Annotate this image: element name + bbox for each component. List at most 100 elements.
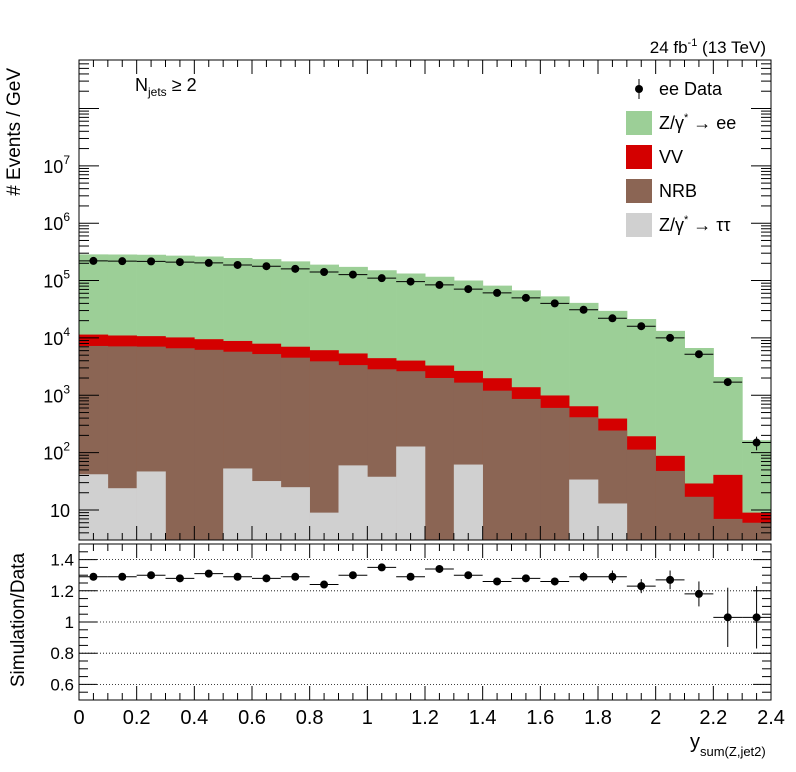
x-tick-label-9: 1.8	[584, 707, 612, 729]
data-point-14	[493, 288, 502, 297]
data-point-19	[637, 322, 646, 331]
ratio-y-axis: 0.6 0.8 1 1.2 1.4	[50, 543, 771, 701]
data-point-20	[666, 333, 675, 342]
data-point-6	[262, 262, 271, 271]
data-point-8	[320, 268, 329, 277]
ratio-point-5	[233, 572, 242, 581]
ratio-y-axis-title: Simulation/Data	[8, 553, 29, 688]
stack-outline	[79, 254, 771, 442]
bar-nrb-15	[511, 398, 541, 540]
ratio-points	[79, 563, 771, 649]
main-x-ticks	[78, 60, 772, 540]
ratio-point-13	[464, 571, 473, 580]
ratio-point-9	[348, 571, 357, 580]
bar-nrb-21	[684, 496, 714, 540]
ratio-point-7	[291, 572, 300, 581]
data-point-9	[348, 270, 357, 279]
bar-ztt-6	[252, 481, 282, 540]
data-point-13	[464, 285, 473, 294]
ratio-point-14	[493, 577, 502, 586]
category-label: Njets ≥ 2	[135, 75, 197, 99]
data-points	[79, 256, 771, 451]
data-point-23	[752, 438, 761, 447]
data-point-3	[175, 258, 184, 267]
bar-ztt-11	[396, 446, 426, 540]
ratio-point-6	[262, 574, 271, 583]
data-point-0	[89, 256, 98, 265]
ratio-y-tick-label-4: 1.4	[50, 551, 74, 570]
data-point-22	[723, 378, 732, 387]
bar-ztt-2	[136, 471, 166, 540]
bar-ztt-1	[107, 488, 137, 540]
ratio-point-16	[550, 577, 559, 586]
ratio-point-0	[89, 572, 98, 581]
data-point-1	[118, 257, 127, 266]
ratio-point-18	[608, 572, 617, 581]
ratio-point-1	[118, 572, 127, 581]
x-tick-label-8: 1.6	[526, 707, 554, 729]
data-point-15	[521, 293, 530, 302]
bar-ztt-0	[79, 474, 109, 540]
x-tick-label-12: 2.4	[757, 707, 785, 729]
bar-nrb-4	[194, 349, 224, 540]
ratio-point-12	[435, 564, 444, 573]
ratio-point-23	[752, 613, 761, 622]
y-tick-label-4: 105	[43, 268, 70, 292]
ratio-point-3	[175, 574, 184, 583]
luminosity-label: 24 fb-1 (13 TeV)	[650, 37, 766, 57]
bar-ztt-17	[569, 479, 599, 540]
ratio-point-11	[406, 572, 415, 581]
x-tick-label-0: 0	[73, 707, 84, 729]
bar-nrb-8	[309, 361, 339, 540]
bar-ztt-5	[223, 468, 253, 540]
x-tick-label-7: 1.4	[469, 707, 497, 729]
ratio-point-10	[377, 563, 386, 572]
data-point-18	[608, 314, 617, 323]
legend-label-vv: VV	[659, 147, 683, 167]
ratio-point-21	[694, 589, 703, 598]
data-point-21	[694, 350, 703, 359]
data-point-16	[550, 299, 559, 308]
ratio-gridlines	[79, 559, 771, 685]
x-tick-label-5: 1	[362, 707, 373, 729]
legend-swatch-zee	[626, 111, 652, 135]
main-y-axis: 10 102 103 104 105 106 107	[43, 59, 771, 541]
legend-label-ztt: Z/γ* → ττ	[659, 214, 731, 235]
ratio-point-8	[320, 580, 329, 589]
data-point-17	[579, 305, 588, 314]
legend-marker-data	[635, 85, 643, 93]
main-plot-panel: 10 102 103 104 105 106 107	[43, 59, 772, 541]
y-tick-label-1: 102	[43, 440, 70, 464]
data-point-2	[147, 257, 156, 266]
ratio-point-19	[637, 582, 646, 591]
data-point-12	[435, 280, 444, 289]
ratio-y-tick-label-2: 1	[65, 613, 74, 632]
y-tick-label-6: 107	[43, 153, 70, 177]
bar-nrb-16	[540, 407, 570, 540]
x-tick-label-6: 1.2	[411, 707, 439, 729]
bar-nrb-3	[165, 348, 195, 540]
y-tick-label-0: 10	[50, 501, 70, 521]
data-point-4	[204, 258, 213, 267]
bar-ztt-13	[453, 464, 483, 540]
legend: ee Data Z/γ* → ee VV NRB Z/γ* → ττ	[626, 79, 736, 237]
data-point-5	[233, 260, 242, 269]
x-tick-label-10: 2	[650, 707, 661, 729]
x-tick-label-4: 0.8	[296, 707, 324, 729]
legend-swatch-ztt	[626, 213, 652, 237]
legend-label-data: ee Data	[659, 79, 723, 99]
x-axis-title: ysum(Z,jet2)	[690, 731, 766, 759]
ratio-y-tick-label-3: 1.2	[50, 582, 74, 601]
y-axis-title: # Events / GeV	[4, 68, 25, 196]
ratio-point-2	[147, 571, 156, 580]
stacked-histogram	[79, 254, 772, 540]
y-tick-label-5: 106	[43, 210, 70, 234]
ratio-point-17	[579, 572, 588, 581]
x-tick-label-3: 0.6	[238, 707, 266, 729]
data-point-7	[291, 264, 300, 273]
bar-ztt-9	[338, 465, 368, 540]
x-tick-label-1: 0.2	[123, 707, 151, 729]
ratio-y-tick-label-1: 0.8	[50, 644, 74, 663]
x-tick-label-2: 0.4	[180, 707, 208, 729]
bar-ztt-7	[280, 487, 310, 540]
